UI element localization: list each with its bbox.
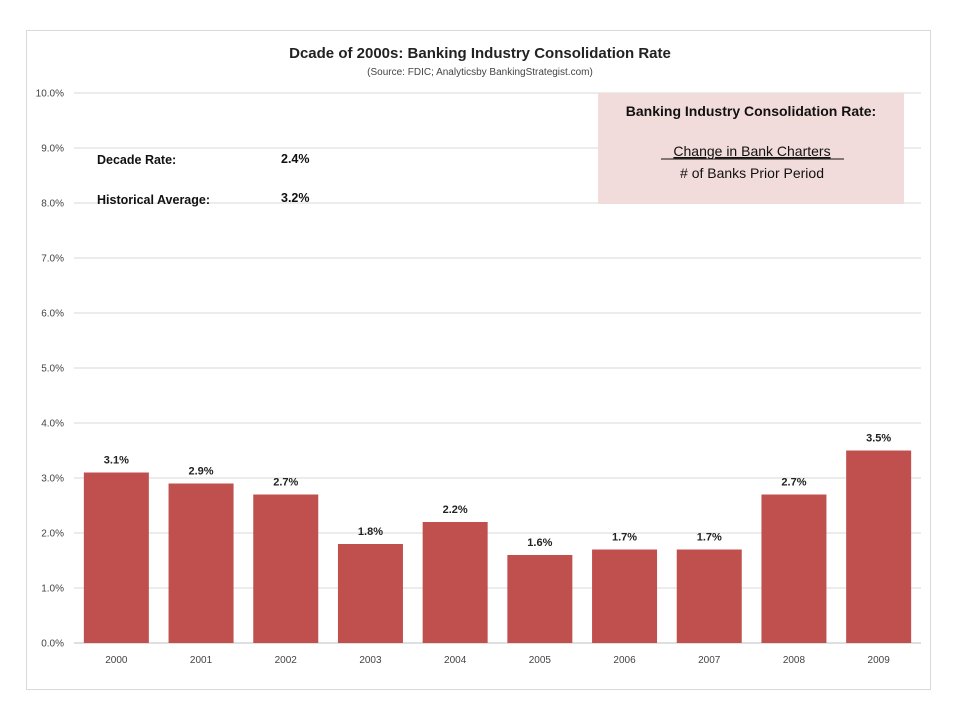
bars [83,450,912,643]
x-tick-label-2005: 2005 [529,655,552,666]
y-tick-label: 8.0% [41,199,64,210]
data-label-2004: 2.2% [443,504,468,516]
x-tick-label-2002: 2002 [275,655,298,666]
historical-average-value: 3.2% [281,191,310,205]
formula-denominator: # of Banks Prior Period [680,165,824,181]
x-tick-label-2007: 2007 [698,655,721,666]
historical-average-label: Historical Average: [97,193,210,207]
chart-title: Dcade of 2000s: Banking Industry Consoli… [289,45,671,62]
y-tick-label: 0.0% [41,639,64,650]
data-label-2005: 1.6% [527,537,552,549]
x-tick-label-2003: 2003 [359,655,382,666]
bar-2007 [676,549,742,643]
decade-rate-label: Decade Rate: [97,153,176,167]
y-tick-label: 10.0% [36,89,64,100]
x-tick-label-2004: 2004 [444,655,467,666]
y-tick-label: 7.0% [41,254,64,265]
data-label-2003: 1.8% [358,526,383,538]
bar-2000 [83,472,149,643]
chart-subtitle: (Source: FDIC; Analyticsby BankingStrate… [367,67,593,78]
y-tick-label: 3.0% [41,474,64,485]
data-label-2006: 1.7% [612,532,637,544]
y-tick-label: 5.0% [41,364,64,375]
y-axis-tick-labels: 0.0% 1.0% 2.0% 3.0% 4.0% 5.0% 6.0% 7.0% 8.0% 9.0%… [36,89,64,650]
x-tick-label-2000: 2000 [105,655,128,666]
decade-rate-value: 2.4% [281,152,310,166]
formula-numerator: Change in Bank Charters [673,143,830,159]
bar-2002 [253,494,319,643]
x-tick-label-2009: 2009 [868,655,891,666]
y-tick-label: 9.0% [41,144,64,155]
x-tick-label-2006: 2006 [613,655,636,666]
formula-box-title: Banking Industry Consolidation Rate: [626,103,876,119]
y-tick-label: 2.0% [41,529,64,540]
data-label-2001: 2.9% [189,466,214,478]
formula-box-background [598,93,904,204]
data-label-2002: 2.7% [273,477,298,489]
bar-2005 [507,555,573,643]
data-label-2008: 2.7% [781,477,806,489]
data-label-2000: 3.1% [104,455,129,467]
data-label-2009: 3.5% [866,433,891,445]
bar-2003 [337,544,403,643]
y-tick-label: 6.0% [41,309,64,320]
x-tick-label-2001: 2001 [190,655,213,666]
x-tick-label-2008: 2008 [783,655,806,666]
bar-2004 [422,522,488,643]
x-axis-tick-labels: 2000 2001 2002 2003 2004 2005 2006 2007 2008 2009 [105,655,890,666]
y-tick-label: 1.0% [41,584,64,595]
bar-2006 [592,549,658,643]
data-labels: 3.1% 2.9% 2.7% 1.8% 2.2% 1.6% 1.7% 1.7% 2.7% 3.5% [104,433,892,550]
y-tick-label: 4.0% [41,419,64,430]
bar-2009 [846,450,912,643]
data-label-2007: 1.7% [697,532,722,544]
bar-2001 [168,483,234,643]
bar-2008 [761,494,827,643]
